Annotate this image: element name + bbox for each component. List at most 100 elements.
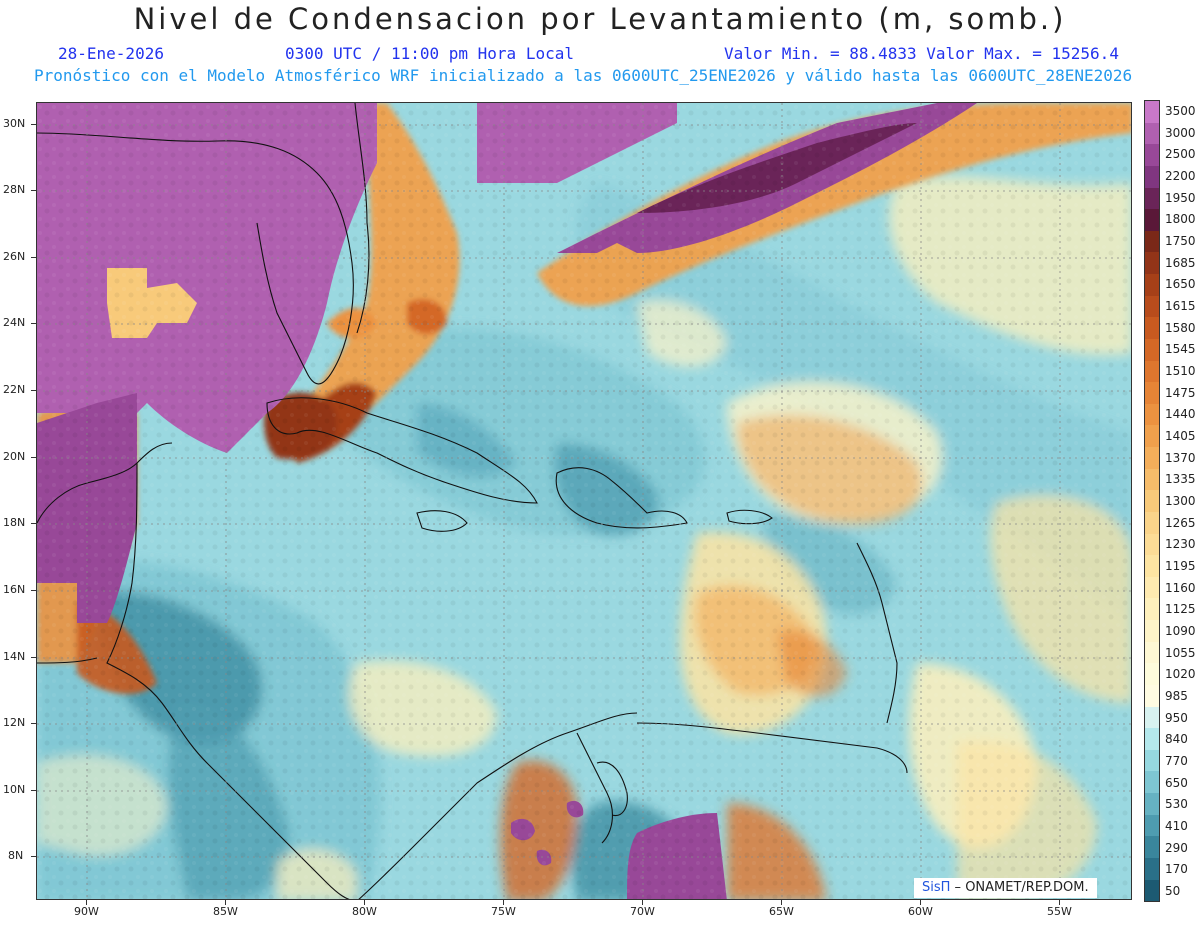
colorbar-label: 1300: [1165, 494, 1196, 508]
lat-tick: [31, 190, 36, 191]
colorbar-segment: [1145, 641, 1159, 664]
colorbar-label: 650: [1165, 775, 1188, 790]
colorbar-label: 1475: [1165, 385, 1196, 400]
lat-label-20n: 20N: [3, 450, 26, 463]
map-title: Nivel de Condensacion por Levantamiento …: [133, 2, 1067, 36]
colorbar-label: 1615: [1165, 298, 1196, 313]
colorbar-segment: [1145, 793, 1159, 815]
colorbar-label: 1230: [1165, 537, 1196, 552]
colorbar-segment: [1145, 490, 1159, 512]
lon-tick: [503, 900, 504, 905]
colorbar-segment: [1145, 728, 1159, 750]
lat-tick: [31, 323, 36, 324]
colorbar-label: 1510: [1165, 363, 1196, 378]
colorbar-segment: [1145, 684, 1159, 707]
forecast-time: 0300 UTC / 11:00 pm Hora Local: [285, 44, 574, 63]
colorbar-label: 410: [1165, 819, 1188, 834]
colorbar-segment: [1145, 555, 1159, 577]
colorbar-segment: [1145, 836, 1159, 858]
colorbar-segment: [1145, 598, 1159, 620]
colorbar-segment: [1145, 403, 1159, 426]
colorbar-segment: [1145, 706, 1159, 729]
forecast-date: 28-Ene-2026: [58, 44, 164, 63]
lat-label-12n: 12N: [3, 716, 26, 729]
lat-tick: [31, 124, 36, 125]
colorbar-label: 1160: [1165, 580, 1196, 595]
lon-label-75w: 75W: [491, 905, 516, 918]
colorbar-segment: [1145, 857, 1159, 880]
dash-separator: –: [950, 880, 962, 895]
colorbar-segment: [1145, 122, 1159, 145]
map-canvas: [37, 103, 1131, 899]
colorbar-label: 170: [1165, 862, 1188, 877]
lat-label-30n: 30N: [3, 117, 26, 130]
colorbar-segment: [1145, 338, 1159, 361]
colorbar-label: 530: [1165, 797, 1188, 812]
colorbar: [1144, 100, 1160, 902]
lon-tick: [642, 900, 643, 905]
colorbar-label: 3500: [1165, 103, 1196, 118]
colorbar-segment: [1145, 165, 1159, 188]
colorbar-label: 1750: [1165, 233, 1196, 248]
lat-label-22n: 22N: [3, 383, 26, 396]
lon-label-70w: 70W: [630, 905, 655, 918]
lat-tick: [31, 856, 36, 857]
colorbar-segment: [1145, 447, 1159, 469]
colorbar-label: 1545: [1165, 342, 1196, 357]
colorbar-label: 50: [1165, 884, 1181, 899]
colorbar-label: 840: [1165, 732, 1188, 747]
colorbar-segment: [1145, 511, 1159, 534]
colorbar-segment: [1145, 101, 1159, 123]
colorbar-label: 1195: [1165, 559, 1196, 574]
sispi-logo-text: SisΠ: [922, 880, 951, 895]
colorbar-segment: [1145, 663, 1159, 685]
lon-label-65w: 65W: [769, 905, 794, 918]
lat-tick: [31, 390, 36, 391]
credit-box: SisΠ – ONAMET/REP.DOM.: [914, 878, 1097, 898]
lat-tick: [31, 590, 36, 591]
colorbar-segment: [1145, 749, 1159, 772]
lat-label-18n: 18N: [3, 516, 26, 529]
colorbar-segment: [1145, 771, 1159, 793]
gridlines: [37, 103, 1131, 899]
colorbar-label: 1800: [1165, 212, 1196, 227]
colorbar-segment: [1145, 360, 1159, 383]
colorbar-label: 1055: [1165, 645, 1196, 660]
colorbar-label: 1685: [1165, 255, 1196, 270]
colorbar-segment: [1145, 209, 1159, 231]
colorbar-segment: [1145, 620, 1159, 642]
colorbar-segment: [1145, 382, 1159, 404]
colorbar-label: 1125: [1165, 602, 1196, 617]
colorbar-segment: [1145, 252, 1159, 274]
colorbar-label: 290: [1165, 840, 1188, 855]
lon-tick: [86, 900, 87, 905]
lon-label-90w: 90W: [74, 905, 99, 918]
lat-tick: [31, 790, 36, 791]
colorbar-label: 950: [1165, 710, 1188, 725]
lat-tick: [31, 523, 36, 524]
lat-label-14n: 14N: [3, 650, 26, 663]
lat-label-10n: 10N: [3, 783, 26, 796]
lon-tick: [1059, 900, 1060, 905]
colorbar-label: 1440: [1165, 407, 1196, 422]
colorbar-segment: [1145, 576, 1159, 599]
lat-tick: [31, 657, 36, 658]
colorbar-label: 1335: [1165, 472, 1196, 487]
lon-tick: [781, 900, 782, 905]
lon-tick: [920, 900, 921, 905]
colorbar-label: 2200: [1165, 168, 1196, 183]
colorbar-label: 770: [1165, 754, 1188, 769]
colorbar-segment: [1145, 230, 1159, 253]
colorbar-segment: [1145, 533, 1159, 556]
lon-label-60w: 60W: [908, 905, 933, 918]
colorbar-label: 1370: [1165, 450, 1196, 465]
colorbar-label: 1020: [1165, 667, 1196, 682]
colorbar-segment: [1145, 425, 1159, 447]
map-panel: [36, 102, 1132, 900]
colorbar-segment: [1145, 814, 1159, 837]
colorbar-label: 985: [1165, 689, 1188, 704]
colorbar-segment: [1145, 187, 1159, 210]
colorbar-segment: [1145, 468, 1159, 491]
colorbar-segment: [1145, 144, 1159, 166]
lat-tick: [31, 257, 36, 258]
